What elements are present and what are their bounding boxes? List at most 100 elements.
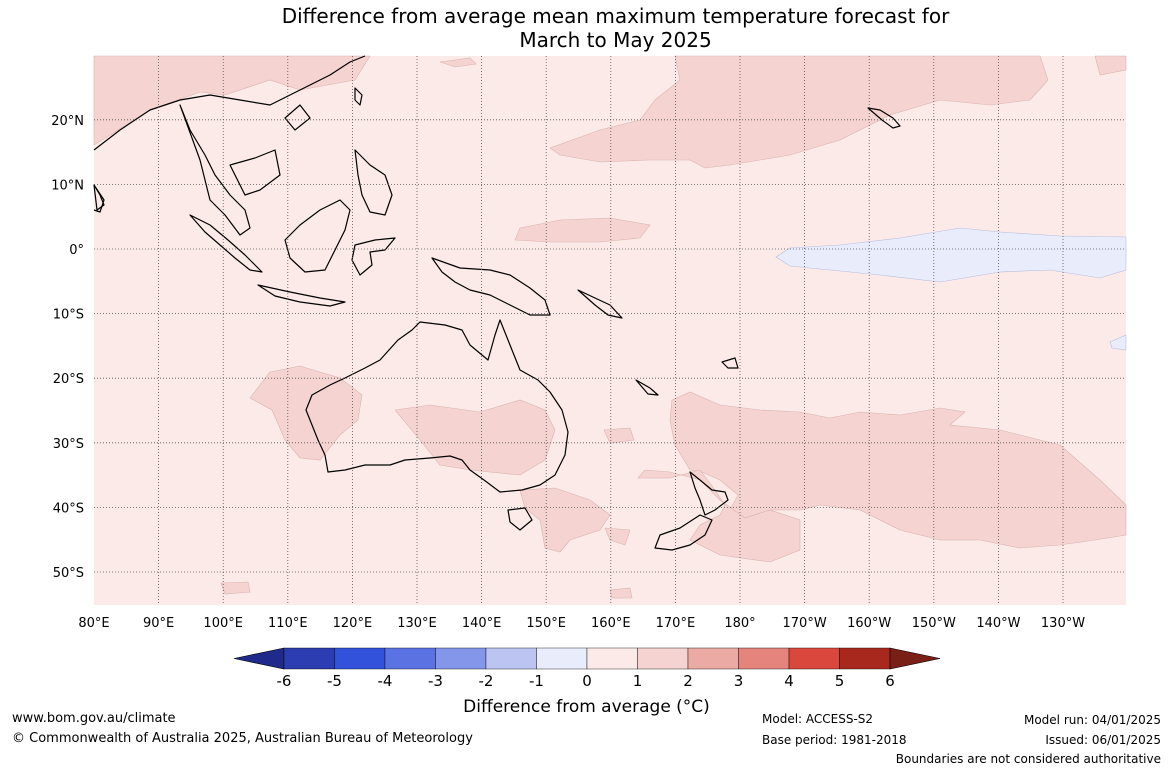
colorbar-tick-label: 5 bbox=[835, 672, 845, 690]
longitude-label: 140°W bbox=[976, 616, 1020, 631]
colorbar-tick-label: 4 bbox=[784, 672, 794, 690]
colorbar-segment bbox=[435, 647, 487, 670]
colorbar-tick-label: -2 bbox=[479, 672, 494, 690]
colorbar-segment bbox=[788, 647, 840, 670]
colorbar-segment bbox=[839, 647, 891, 670]
longitude-label: 130°E bbox=[397, 616, 437, 631]
latitude-label: 40°S bbox=[53, 501, 84, 516]
colorbar-segment bbox=[687, 647, 739, 670]
longitude-label: 150°W bbox=[912, 616, 956, 631]
coastline-hawaii bbox=[867, 107, 901, 129]
longitude-label: 100°E bbox=[203, 616, 243, 631]
disclaimer-text: Boundaries are not considered authoritat… bbox=[895, 752, 1161, 766]
colorbar-segment bbox=[637, 647, 689, 670]
colorbar-segment bbox=[334, 647, 386, 670]
coastline-java bbox=[257, 284, 346, 307]
coastline-borneo bbox=[284, 199, 351, 273]
anomaly-region-small-1 bbox=[603, 427, 635, 444]
website-link[interactable]: www.bom.gov.au/climate bbox=[12, 711, 176, 726]
colorbar-segment bbox=[738, 647, 790, 670]
coastline-nz-south bbox=[654, 514, 713, 551]
anomaly-region-equatorial-pacific bbox=[775, 227, 1127, 283]
longitude-label: 160°W bbox=[847, 616, 891, 631]
colorbar-title: Difference from average (°C) bbox=[463, 697, 710, 717]
longitude-label: 110°E bbox=[268, 616, 308, 631]
colorbar-segment bbox=[485, 647, 537, 670]
title-line-1: Difference from average mean maximum tem… bbox=[281, 4, 950, 28]
anomaly-region-south-pacific bbox=[669, 391, 1127, 549]
chart-title: Difference from average mean maximum tem… bbox=[0, 4, 1173, 52]
colorbar-segment bbox=[283, 647, 335, 670]
coastline-fiji bbox=[721, 357, 739, 369]
colorbar-tick-label: 3 bbox=[734, 672, 744, 690]
colorbar-tick-label: -4 bbox=[378, 672, 393, 690]
colorbar-tick-label: 6 bbox=[885, 672, 895, 690]
anomaly-region-se-corner bbox=[604, 527, 631, 546]
anomaly-region-equatorial bbox=[514, 217, 651, 243]
coastline-taiwan bbox=[354, 87, 363, 106]
longitude-label: 130°W bbox=[1041, 616, 1085, 631]
latitude-label: 50°S bbox=[53, 566, 84, 581]
colorbar-tick-label: -5 bbox=[327, 672, 342, 690]
latitude-label: 20°N bbox=[51, 114, 84, 129]
graticule bbox=[94, 56, 1126, 605]
anomaly-1-2-regions bbox=[93, 55, 1127, 599]
anomaly-region-small-2 bbox=[220, 581, 251, 595]
coastline-sumatra bbox=[189, 214, 263, 273]
latitude-label: 10°N bbox=[51, 178, 84, 193]
longitude-label: 120°E bbox=[333, 616, 373, 631]
anomaly-region-central-australia bbox=[394, 399, 556, 476]
model-run-date: Model run: 04/01/2025 bbox=[1023, 713, 1161, 727]
anomaly-region-asia bbox=[93, 55, 371, 146]
colorbar-tick-label: 0 bbox=[582, 672, 592, 690]
longitude-labels: 80°E 90°E 100°E 110°E 120°E 130°E 140°E 150°E 16… bbox=[78, 616, 1085, 631]
longitude-label: 160°E bbox=[591, 616, 631, 631]
coastline-sri-lanka bbox=[93, 184, 105, 211]
longitude-label: 180° bbox=[724, 616, 755, 631]
longitude-label: 80°E bbox=[78, 616, 109, 631]
latitude-labels: 20°N 10°N 0° 10°S 20°S 30°S 40°S 50°S bbox=[51, 114, 84, 581]
longitude-label: 150°E bbox=[526, 616, 566, 631]
longitude-label: 170°W bbox=[783, 616, 827, 631]
issued-date: Issued: 06/01/2025 bbox=[1045, 733, 1161, 747]
longitude-label: 140°E bbox=[462, 616, 502, 631]
colorbar-tick-label: -1 bbox=[529, 672, 544, 690]
coastline-philippines bbox=[354, 149, 393, 216]
colorbar-segment bbox=[536, 647, 588, 670]
land-outlines bbox=[93, 55, 901, 551]
latitude-label: 20°S bbox=[53, 372, 84, 387]
anomaly-0-neg1-regions bbox=[775, 227, 1127, 351]
title-line-2: March to May 2025 bbox=[519, 28, 712, 52]
latitude-label: 10°S bbox=[53, 308, 84, 323]
latitude-label: 0° bbox=[69, 243, 84, 258]
coastline-tasmania bbox=[507, 507, 533, 531]
coastline-new-caledonia bbox=[635, 379, 659, 396]
coastline-australia bbox=[305, 319, 569, 493]
coastline-sulawesi bbox=[351, 237, 396, 276]
anomaly-region-north-pacific bbox=[549, 55, 1049, 169]
base-period: Base period: 1981-2018 bbox=[762, 733, 907, 747]
anomaly-region-small-north bbox=[439, 57, 477, 68]
latitude-label: 30°S bbox=[53, 437, 84, 452]
anomaly-region-north-pacific-east bbox=[1094, 55, 1127, 76]
coastline-nz-north bbox=[689, 471, 729, 516]
colorbar: -6 -5 -4 -3 -2 -1 0 1 2 3 4 5 6 bbox=[233, 647, 941, 690]
model-name: Model: ACCESS-S2 bbox=[762, 712, 874, 726]
anomaly-region-east-small bbox=[1109, 334, 1127, 351]
longitude-label: 90°E bbox=[143, 616, 174, 631]
anomaly-region-small-3 bbox=[609, 587, 633, 599]
colorbar-tick-label: -6 bbox=[277, 672, 292, 690]
colorbar-extend-low bbox=[233, 647, 285, 670]
colorbar-tick-label: 2 bbox=[683, 672, 693, 690]
anomaly-region-west-australia bbox=[249, 365, 363, 461]
colorbar-extend-high bbox=[889, 647, 941, 670]
colorbar-segment bbox=[586, 647, 638, 670]
colorbar-tick-label: 1 bbox=[633, 672, 643, 690]
coastline-new-guinea bbox=[431, 257, 551, 316]
longitude-label: 170°E bbox=[656, 616, 696, 631]
anomaly-region-south-australia bbox=[519, 487, 611, 553]
colorbar-tick-label: -3 bbox=[428, 672, 443, 690]
copyright-text: © Commonwealth of Australia 2025, Austra… bbox=[12, 731, 473, 746]
coastline-solomons bbox=[577, 289, 623, 319]
